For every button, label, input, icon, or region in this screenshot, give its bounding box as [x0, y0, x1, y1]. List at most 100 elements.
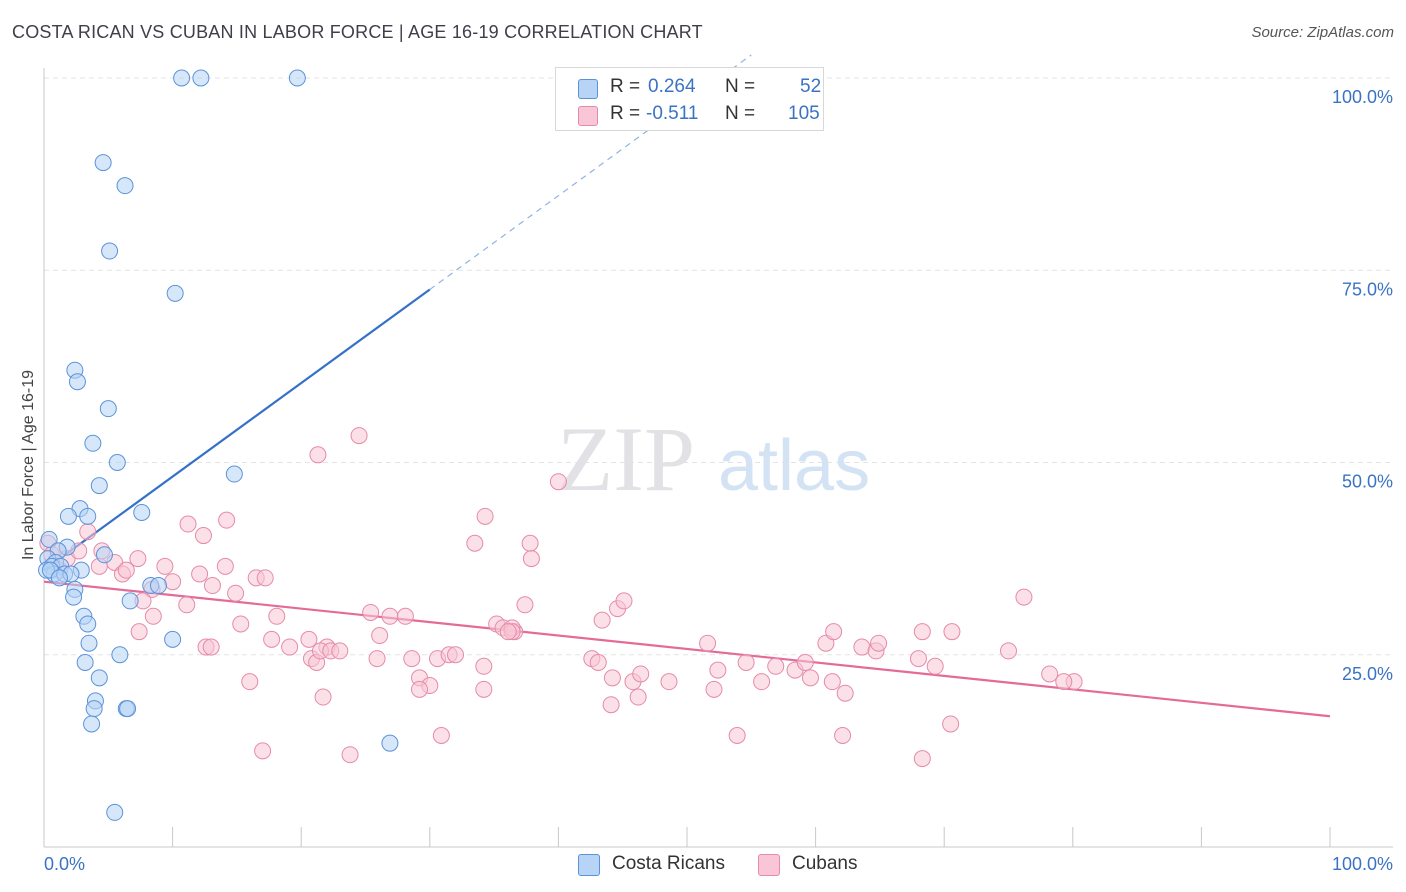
cubans-point — [728, 726, 746, 744]
cubans-point — [403, 650, 421, 668]
cubans-point — [699, 634, 717, 652]
correlation-legend: R = 0.264 N = 52 R = -0.511 N = 105 — [555, 67, 824, 131]
legend-label-costa-ricans: Costa Ricans — [612, 853, 725, 874]
cubans-point — [129, 550, 147, 568]
cubans-point — [130, 623, 148, 641]
cubans-point — [300, 630, 318, 648]
cubans-point — [796, 653, 814, 671]
axes — [43, 68, 1393, 848]
costa-ricans-point — [40, 530, 58, 548]
cubans-point — [144, 607, 162, 625]
costa-ricans-point — [90, 669, 108, 687]
legend-r-value: 0.264 — [648, 76, 696, 97]
costa-ricans-point — [68, 373, 86, 391]
costa-ricans-point — [164, 630, 182, 648]
costa-ricans-point — [166, 284, 184, 302]
cubans-point — [589, 653, 607, 671]
cubans-point — [281, 638, 299, 656]
trend-line-costa-ricans — [43, 288, 431, 572]
costa-ricans-point — [79, 507, 97, 525]
cubans-point — [1000, 642, 1017, 660]
cubans-point — [216, 557, 234, 575]
cubans-point — [521, 534, 539, 552]
cubans-point — [368, 650, 386, 668]
legend-swatch-costa-ricans — [578, 854, 600, 876]
legend-n-value: 52 — [800, 76, 822, 97]
cubans-point — [256, 569, 274, 587]
cubans-point — [593, 611, 611, 629]
cubans-point — [823, 673, 841, 691]
cubans-point — [499, 623, 517, 641]
cubans-point — [203, 577, 221, 595]
costa-ricans-point — [59, 507, 77, 525]
cubans-point — [629, 688, 647, 706]
costa-ricans-point — [116, 177, 134, 195]
cubans-point — [232, 615, 250, 633]
cubans-point — [632, 665, 650, 683]
cubans-point — [516, 596, 534, 614]
costa-ricans-point — [94, 154, 112, 172]
costa-ricans-point — [192, 69, 210, 87]
cubans-point — [522, 550, 540, 568]
legend-r-label: R = — [610, 103, 641, 124]
costa-ricans-point — [76, 653, 94, 671]
costa-ricans-point — [288, 69, 306, 87]
cubans-point — [615, 592, 633, 610]
cubans-point — [913, 750, 931, 768]
costa-ricans-point — [381, 734, 399, 752]
cubans-point — [371, 627, 389, 645]
cubans-point — [179, 515, 197, 533]
x-tick-label: 0.0% — [44, 854, 85, 874]
cubans-point — [475, 680, 493, 698]
y-tick-label: 50.0% — [1342, 472, 1393, 492]
costa-ricans-point — [108, 454, 126, 471]
costa-ricans-point — [111, 646, 129, 664]
costa-ricans-point — [106, 803, 124, 821]
cubans-point — [753, 673, 771, 691]
costa-ricans-point — [121, 592, 139, 610]
legend-swatch-cubans — [758, 854, 780, 876]
cubans-point — [603, 669, 621, 687]
chart-title: COSTA RICAN VS CUBAN IN LABOR FORCE | AG… — [12, 22, 703, 42]
cubans-point — [432, 726, 450, 744]
cubans-point — [362, 603, 380, 621]
legend-swatch-blue — [578, 79, 598, 99]
cubans-point — [268, 607, 286, 625]
cubans-point — [476, 507, 494, 525]
cubans-point — [79, 523, 97, 541]
cubans-point — [853, 638, 871, 656]
costa-ricans-point — [95, 546, 113, 564]
cubans-point — [836, 684, 854, 702]
costa-ricans-point — [225, 465, 243, 483]
cubans-point — [549, 473, 567, 491]
cubans-point — [381, 607, 399, 625]
watermark: ZIP atlas — [557, 408, 870, 510]
cubans-point — [309, 446, 327, 464]
cubans-point — [767, 657, 785, 675]
costa-ricans-point — [80, 634, 98, 652]
cubans-point — [350, 427, 368, 445]
cubans-point — [1015, 588, 1033, 606]
legend-n-value: 105 — [788, 103, 820, 124]
costa-ricans-point — [79, 615, 97, 633]
cubans-point — [834, 726, 852, 744]
source-label: Source: ZipAtlas.com — [1251, 24, 1394, 41]
cubans-point — [466, 534, 484, 552]
gridlines — [44, 77, 1393, 656]
legend-n-label: N = — [725, 103, 756, 124]
cubans-point — [737, 653, 755, 671]
cubans-point — [164, 573, 182, 591]
legend-r-value: -0.511 — [646, 103, 699, 124]
costa-ricans-point — [84, 434, 102, 452]
y-tick-label: 25.0% — [1342, 664, 1393, 684]
costa-ricans-points — [38, 69, 399, 821]
costa-ricans-point — [173, 69, 191, 87]
cubans-point — [705, 680, 723, 698]
legend-n-label: N = — [725, 76, 756, 97]
y-axis-title: In Labor Force | Age 16-19 — [20, 370, 37, 560]
costa-ricans-point — [90, 477, 108, 495]
costa-ricans-point — [83, 715, 101, 733]
cubans-point — [801, 669, 819, 687]
costa-ricans-point — [50, 569, 68, 587]
